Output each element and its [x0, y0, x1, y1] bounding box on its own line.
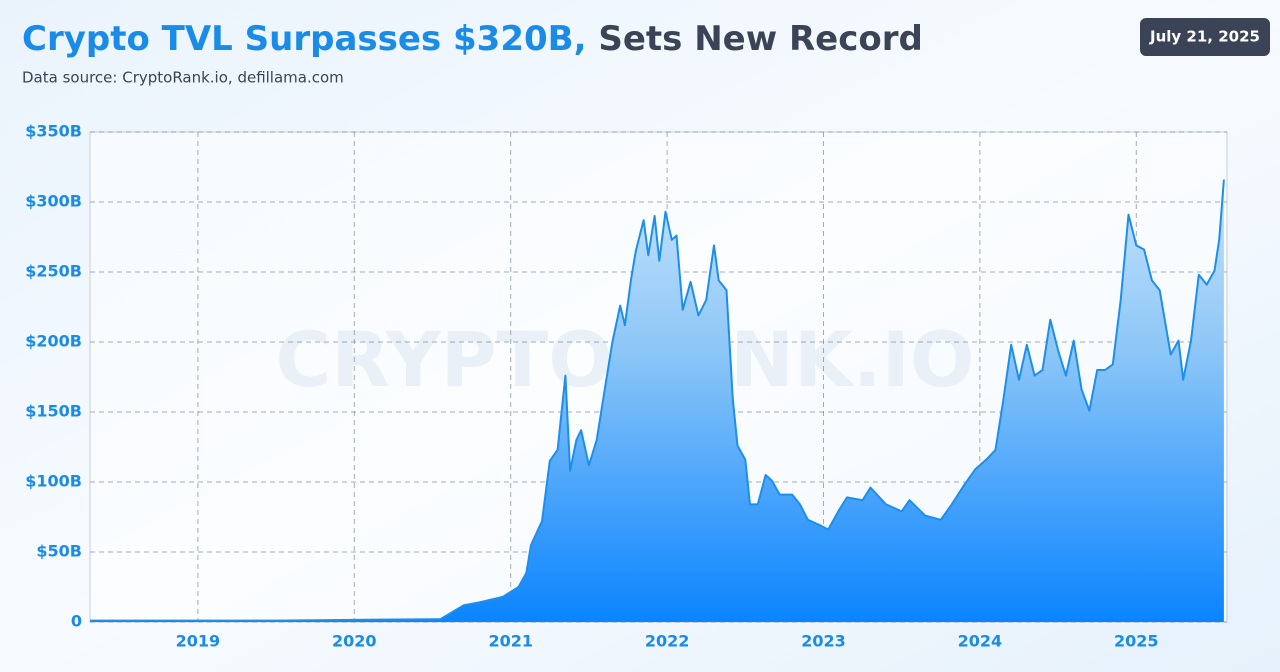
- y-tick-label: $50B: [36, 542, 82, 561]
- y-tick-label: $250B: [25, 262, 82, 281]
- y-tick-label: $300B: [25, 192, 82, 211]
- date-badge-text: July 21, 2025: [1149, 28, 1260, 46]
- y-tick-label: 0: [71, 612, 82, 631]
- date-badge: [1140, 18, 1270, 56]
- x-tick-label: 2025: [1114, 632, 1159, 651]
- x-tick-label: 2020: [332, 632, 377, 651]
- x-tick-label: 2023: [801, 632, 846, 651]
- y-tick-label: $150B: [25, 402, 82, 421]
- chart-title: Crypto TVL Surpasses $320B, Sets New Rec…: [22, 19, 923, 59]
- x-tick-label: 2024: [958, 632, 1003, 651]
- y-tick-label: $200B: [25, 332, 82, 351]
- x-tick-label: 2019: [176, 632, 221, 651]
- subtitle: Data source: CryptoRank.io, defillama.co…: [22, 69, 344, 87]
- title-rest: Sets New Record: [598, 19, 923, 59]
- x-tick-label: 2021: [488, 632, 533, 651]
- line: [90, 179, 1225, 622]
- title-highlight: Crypto TVL Surpasses $320B,: [22, 19, 587, 59]
- y-tick-label: $350B: [25, 122, 82, 141]
- area: [90, 179, 1224, 622]
- y-tick-label: $100B: [25, 472, 82, 491]
- x-tick-label: 2022: [645, 632, 690, 651]
